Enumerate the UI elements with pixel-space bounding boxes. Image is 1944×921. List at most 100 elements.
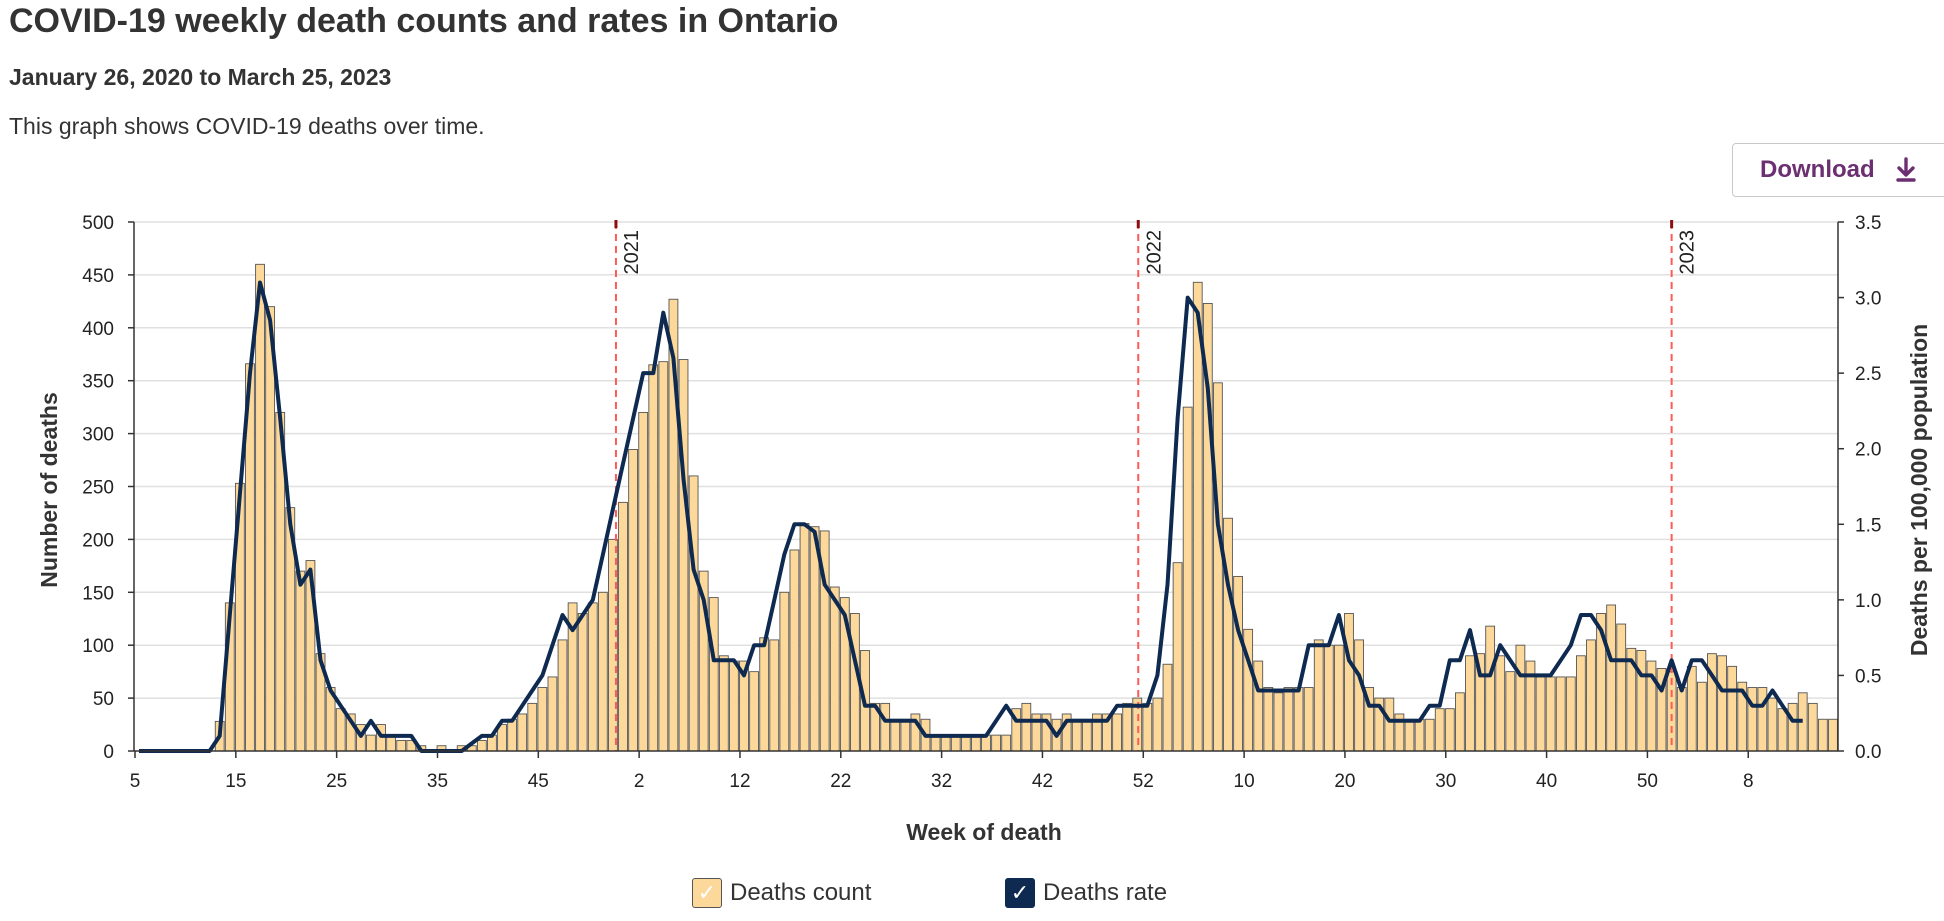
bar (537, 687, 548, 752)
bar (335, 708, 346, 752)
y2-tick-label: 1.0 (1855, 591, 1881, 612)
legend-label: Deaths rate (1043, 879, 1168, 906)
bar (1142, 702, 1153, 752)
legend-deaths-rate[interactable]: ✓ Deaths rate (1005, 878, 1167, 908)
legend-label: Deaths count (730, 879, 872, 906)
x-tick-label: 20 (1334, 771, 1355, 792)
bar (1213, 382, 1223, 752)
bar (1485, 625, 1496, 752)
year-marker-tick (614, 220, 618, 228)
legend-deaths-count[interactable]: ✓ Deaths count (692, 878, 871, 908)
bar (1414, 718, 1425, 752)
chart: 2021 2022 2023 050100150200250300350400450… (36, 213, 1932, 845)
chart-description: This graph shows COVID-19 deaths over ti… (9, 113, 485, 139)
bar (779, 591, 790, 752)
y-tick-label: 200 (82, 530, 114, 551)
date-from: January 26, 2020 (9, 64, 194, 90)
checkbox-icon[interactable]: ✓ (1005, 878, 1035, 908)
bar (1424, 718, 1435, 752)
y2-tick-label: 1.5 (1855, 515, 1881, 536)
year-marker-label: 2023 (1677, 230, 1699, 275)
bar (587, 602, 598, 752)
y2-tick-label: 0.5 (1855, 666, 1881, 687)
bar (1233, 575, 1243, 752)
bar (1404, 718, 1415, 752)
download-icon (1895, 157, 1917, 183)
x-tick-label: 25 (326, 771, 347, 792)
bar (829, 586, 840, 752)
y2-axis-ticks: 0.0 0.5 1.0 1.5 2.0 2.5 3.0 3.5 (1838, 213, 1881, 763)
bar (1263, 687, 1274, 752)
bar (1817, 718, 1828, 752)
bar (729, 660, 739, 752)
bar (759, 637, 770, 752)
rate-line (139, 280, 1803, 753)
bar (1807, 702, 1818, 752)
bar (1747, 687, 1758, 752)
x-tick-label: 30 (1435, 771, 1456, 792)
bar (1555, 676, 1566, 752)
bar (638, 411, 649, 752)
y-tick-label: 50 (93, 689, 114, 710)
y-tick-label: 100 (82, 636, 114, 657)
bar (799, 523, 810, 752)
bar (255, 263, 265, 752)
year-marker-tick (1670, 220, 1674, 228)
bar (658, 361, 669, 752)
bar (648, 364, 659, 752)
bar (1767, 697, 1778, 752)
y-tick-label: 0 (103, 742, 114, 763)
bar (1696, 681, 1707, 752)
bar (900, 718, 911, 752)
bar (1334, 644, 1344, 752)
y-tick-label: 450 (82, 266, 114, 287)
y-axis-title: Number of deaths (36, 392, 62, 588)
bar (688, 475, 699, 752)
x-axis-ticks: 5 15 25 35 45 2 12 22 32 42 52 10 20 30 40 50 8 (130, 751, 1754, 792)
bar (1575, 655, 1586, 752)
y-tick-label: 250 (82, 478, 114, 499)
x-tick-label: 50 (1637, 771, 1658, 792)
bar (1545, 676, 1556, 752)
bar (597, 591, 608, 752)
bar (366, 734, 376, 752)
bar (1434, 708, 1445, 752)
bar (1586, 639, 1596, 752)
year-marker-tick (1136, 220, 1140, 228)
bar (557, 639, 568, 752)
bar (708, 597, 719, 752)
bar (577, 613, 588, 752)
bar (1344, 613, 1354, 752)
bar (1223, 517, 1233, 752)
bar (769, 639, 780, 752)
gridlines (134, 221, 1838, 699)
x-tick-label: 22 (830, 771, 851, 792)
y2-tick-label: 2.5 (1855, 364, 1881, 385)
bar (1182, 406, 1193, 752)
checkbox-icon[interactable]: ✓ (692, 878, 722, 908)
bar (1565, 676, 1576, 752)
bar (1616, 623, 1627, 752)
bar (476, 739, 487, 752)
bar (1313, 639, 1324, 752)
date-connector: to (199, 64, 222, 90)
bar (1727, 665, 1738, 752)
bar (880, 702, 891, 752)
x-tick-label: 8 (1743, 771, 1754, 792)
y-axis-ticks: 0 50 100 150 200 250 300 350 400 450 500 (82, 213, 134, 763)
x-tick-label: 40 (1536, 771, 1557, 792)
bar (1384, 697, 1395, 752)
bar (991, 734, 1001, 752)
bar (517, 713, 528, 752)
download-button[interactable]: Download (1732, 143, 1944, 197)
y2-axis-title: Deaths per 100,000 population (1906, 324, 1932, 656)
bar (1071, 718, 1082, 752)
bar (1112, 713, 1122, 752)
bar (809, 526, 820, 752)
bar (396, 739, 407, 752)
year-marker-label: 2021 (621, 230, 643, 275)
y2-tick-label: 0.0 (1855, 742, 1881, 763)
bar (1192, 281, 1203, 752)
bar (1495, 655, 1506, 752)
bar (1455, 692, 1465, 752)
